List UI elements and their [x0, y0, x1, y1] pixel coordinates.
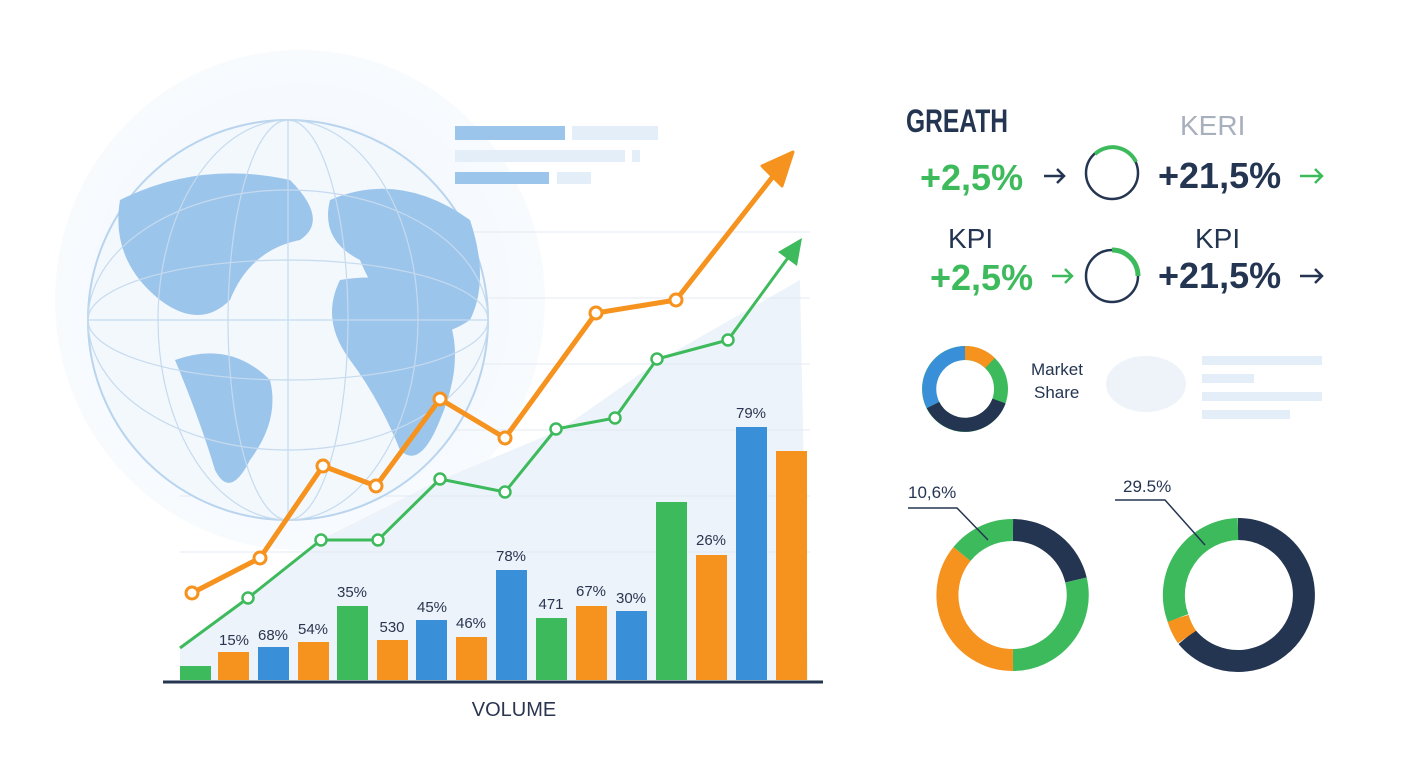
bar-label: 471	[538, 596, 563, 613]
kpi-value: +2,5%	[920, 157, 1023, 198]
donut-left	[936, 518, 1089, 672]
market-share-label: Market	[1031, 360, 1083, 379]
trend-lines	[179, 150, 802, 650]
donut-label: 29.5%	[1123, 477, 1171, 496]
axis-label: VOLUME	[472, 699, 556, 721]
bars	[180, 427, 807, 680]
bar-label: 26%	[696, 532, 726, 549]
donut-label: 10,6%	[908, 483, 956, 502]
kpi-label: KPI	[1195, 223, 1240, 254]
donut-right	[1162, 518, 1315, 672]
kpi-value: +21,5%	[1158, 255, 1281, 296]
market-share-label: Share	[1034, 383, 1079, 402]
arrows	[1044, 168, 1324, 284]
bar-label: 67%	[576, 583, 606, 600]
bar-labels: 15% 68% 54% 35% 530 45% 46% 78% 471 67% 30% 26% 79%	[219, 405, 766, 649]
bar-label: 30%	[616, 590, 646, 607]
bar-label: 15%	[219, 632, 249, 649]
ring-icons	[1084, 145, 1141, 304]
globe	[87, 119, 489, 521]
bar-label: 35%	[337, 584, 367, 601]
leader-line	[908, 507, 989, 541]
kpi-label: KPI	[948, 223, 993, 254]
kpi-title: KERI	[1180, 110, 1245, 141]
bar-label: 45%	[417, 599, 447, 616]
bar-label: 46%	[456, 615, 486, 632]
bar-label: 68%	[258, 627, 288, 644]
bar-label: 54%	[298, 621, 328, 638]
bar-label: 79%	[736, 405, 766, 422]
area-fill	[180, 280, 808, 680]
placeholder-lines	[455, 126, 1322, 419]
bar-label: 78%	[496, 548, 526, 565]
kpi-title: GREATH	[906, 103, 1008, 139]
kpi-value: +21,5%	[1158, 155, 1281, 196]
leader-line	[1115, 499, 1206, 546]
small-donut	[922, 345, 1008, 432]
bar-label: 530	[379, 619, 404, 636]
kpi-value: +2,5%	[930, 257, 1033, 298]
decor	[1106, 356, 1186, 412]
